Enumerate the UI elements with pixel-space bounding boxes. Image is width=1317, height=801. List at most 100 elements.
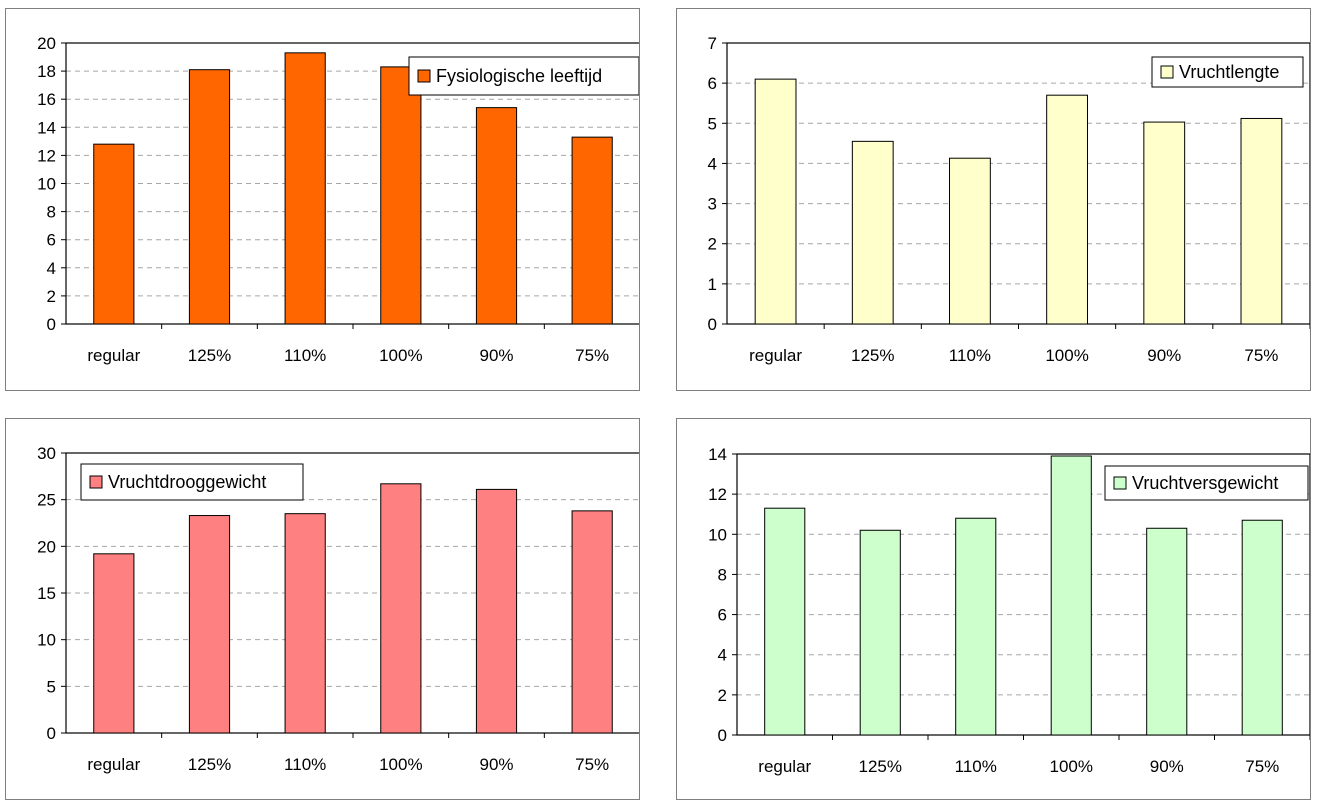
x-tick-label: 75%: [575, 755, 609, 774]
x-tick-label: 110%: [284, 346, 326, 365]
chart-panel-vruchtversgewicht: 0 2 4 6 8 10 12 14 regular 125% 110% 100% 90% 75% Vruc…: [676, 418, 1311, 800]
y-tick-label: 6: [708, 74, 717, 93]
x-tick-label: 100%: [379, 346, 422, 365]
legend-label: Fysiologische leeftijd: [436, 66, 602, 86]
legend: Vruchtversgewicht: [1104, 465, 1309, 501]
y-tick-label: 10: [708, 525, 727, 544]
bar-chart: 0 5 10 15 20 25 30 regular 125% 110% 100% 90% 75% Vru…: [37, 444, 639, 774]
bar: [949, 157, 991, 325]
legend-box: [408, 56, 639, 96]
y-tick-label: 2: [718, 686, 727, 705]
bar: [859, 529, 901, 736]
y-tick-label: 6: [47, 231, 56, 250]
bar: [475, 107, 518, 325]
x-tick-label: 75%: [1244, 346, 1278, 365]
bar: [1143, 121, 1186, 325]
bar: [1241, 519, 1283, 736]
y-tick-label: 4: [47, 259, 56, 278]
y-tick-label: 0: [47, 315, 56, 334]
y-tick-label: 30: [37, 444, 56, 463]
x-tick-label: regular: [87, 755, 140, 774]
x-tick-label: 125%: [188, 346, 231, 365]
x-tick-label: 125%: [859, 757, 902, 776]
bar: [851, 140, 894, 325]
y-tick-label: 3: [708, 195, 717, 214]
x-tick-label: regular: [87, 346, 140, 365]
y-tick-label: 20: [37, 34, 56, 53]
y-tick-label: 0: [718, 726, 727, 745]
legend: Fysiologische leeftijd: [408, 56, 639, 96]
y-tick-label: 14: [708, 445, 727, 464]
y-tick-label: 5: [708, 114, 717, 133]
x-tick-label: 100%: [379, 755, 422, 774]
bar: [955, 517, 997, 736]
y-tick-label: 1: [708, 275, 717, 294]
x-tick-label: 110%: [284, 755, 326, 774]
y-tick-label: 4: [718, 646, 727, 665]
y-tick-label: 2: [708, 235, 717, 254]
legend: Vruchtlengte: [1151, 56, 1304, 88]
y-tick-label: 4: [708, 154, 717, 173]
chart-panel-vruchtdrooggewicht: 0 5 10 15 20 25 30 regular 125% 110% 100% 90% 75% Vru…: [5, 418, 640, 800]
y-tick-label: 25: [37, 491, 56, 510]
legend-box: [80, 463, 304, 501]
y-tick-label: 18: [37, 62, 56, 81]
bar: [380, 66, 422, 325]
bar: [93, 143, 135, 325]
legend-label: Vruchtdrooggewicht: [108, 472, 266, 492]
y-tick-label: 8: [718, 565, 727, 584]
y-tick-label: 8: [47, 203, 56, 222]
chart-panel-vruchtlengte: 0 1 2 3 4 5 6 7 regular 125% 110% 100% 90% 75% Vruchtl…: [676, 8, 1311, 391]
x-tick-label: 90%: [1150, 757, 1184, 776]
x-tick-label: 75%: [1245, 757, 1279, 776]
x-tick-label: 90%: [479, 755, 513, 774]
y-tick-label: 5: [47, 677, 56, 696]
bar: [754, 78, 797, 325]
x-tick-label: 90%: [1147, 346, 1181, 365]
legend: Vruchtdrooggewicht: [80, 463, 304, 501]
y-tick-label: 2: [47, 287, 56, 306]
chart-panel-fysiologische-leeftijd: 0 2 4 6 8 10 12 14 16 18 20 regular 125% 110% 100% 90% 7…: [5, 8, 640, 391]
y-tick-label: 0: [708, 315, 717, 334]
legend-swatch: [417, 69, 431, 83]
x-tick-label: 90%: [479, 346, 513, 365]
y-tick-label: 10: [37, 631, 56, 650]
x-tick-label: 110%: [955, 757, 997, 776]
y-tick-label: 15: [37, 584, 56, 603]
x-tick-label: 100%: [1050, 757, 1093, 776]
bar: [764, 507, 806, 736]
bar: [1046, 94, 1088, 325]
bar: [380, 483, 422, 734]
bar: [1240, 117, 1283, 325]
x-tick-label: regular: [749, 346, 802, 365]
bar: [284, 513, 326, 734]
x-tick-label: 75%: [575, 346, 609, 365]
legend-swatch: [1113, 476, 1127, 490]
bar-chart: 0 1 2 3 4 5 6 7 regular 125% 110% 100% 90% 75% Vruchtl…: [708, 34, 1310, 365]
bar: [284, 52, 326, 325]
bar: [571, 136, 613, 325]
legend-label: Vruchtlengte: [1179, 62, 1279, 82]
bar-chart: 0 2 4 6 8 10 12 14 16 18 20 regular 125% 110% 100% 90% 7…: [37, 34, 639, 365]
x-tick-label: regular: [758, 757, 811, 776]
bar: [188, 69, 231, 325]
bar: [1050, 455, 1092, 736]
bar: [188, 515, 231, 734]
y-tick-label: 12: [708, 485, 727, 504]
y-tick-label: 16: [37, 90, 56, 109]
bar: [1146, 527, 1188, 736]
bar: [571, 510, 613, 734]
y-tick-label: 6: [718, 606, 727, 625]
y-tick-label: 0: [47, 724, 56, 743]
legend-box: [1104, 465, 1309, 501]
legend-swatch: [89, 475, 103, 489]
legend-swatch: [1160, 65, 1174, 79]
bar: [475, 488, 518, 734]
bar: [93, 553, 135, 734]
x-tick-label: 110%: [949, 346, 991, 365]
y-tick-label: 14: [37, 118, 56, 137]
y-tick-label: 7: [708, 34, 717, 53]
y-tick-label: 12: [37, 146, 56, 165]
bar-chart: 0 2 4 6 8 10 12 14 regular 125% 110% 100% 90% 75% Vruc…: [708, 445, 1310, 776]
x-tick-label: 100%: [1045, 346, 1088, 365]
